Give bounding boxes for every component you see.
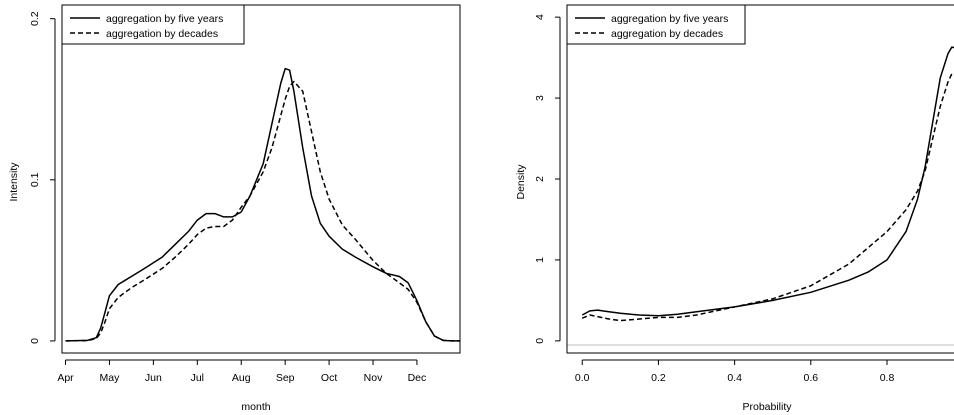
intensity-x-tick-label: Jun [145,372,162,384]
intensity-legend-label-decades: aggregation by decades [106,28,218,40]
density-y-axis: 0 1 2 3 4 [534,14,561,344]
density-y-tick-label: 4 [534,14,546,20]
intensity-legend-label-five-years: aggregation by five years [106,13,223,25]
density-x-tick-label: 0.6 [804,372,819,384]
density-legend-box [566,4,746,45]
intensity-plot-frame [61,4,461,354]
density-y-tick-label: 2 [534,176,546,182]
intensity-x-tick-label: Aug [232,372,251,384]
density-x-tick-label: 0.8 [880,372,895,384]
intensity-x-tick-label: Apr [57,372,74,384]
intensity-x-tick-label: Oct [321,372,337,384]
density-plot-frame [566,4,954,354]
intensity-x-axis-title: month [241,401,270,413]
intensity-y-tick-label: 0 [29,338,41,344]
intensity-x-tick-label: Nov [364,372,383,384]
intensity-chart: Apr May Jun Jul Aug Sep Oct Nov Dec 0 0.1 0.2 mont… [8,4,461,413]
intensity-legend: aggregation by five years aggregation by… [61,4,245,45]
density-y-tick-label: 0 [534,338,546,344]
intensity-series-decades-line [65,80,460,342]
density-legend-label-five-years: aggregation by five years [611,13,728,25]
density-y-tick-label: 1 [534,257,546,263]
density-y-tick-label: 3 [534,95,546,101]
intensity-y-axis: 0 0.1 0.2 [29,11,56,344]
density-series-five-years-line [581,46,954,317]
intensity-y-tick-label: 0.2 [29,11,41,26]
intensity-plot-lines [65,67,460,342]
intensity-y-axis-title: Intensity [8,162,20,202]
intensity-x-tick-label: May [100,372,121,384]
density-x-tick-label: 0.2 [651,372,666,384]
intensity-y-tick-label: 0.1 [29,172,41,187]
intensity-x-tick-label: Jul [191,372,204,384]
density-legend-label-decades: aggregation by decades [611,28,723,40]
intensity-x-tick-label: Sep [276,372,295,384]
intensity-x-axis: Apr May Jun Jul Aug Sep Oct Nov Dec [57,359,427,384]
density-x-tick-label: 0.4 [727,372,742,384]
intensity-legend-box [61,4,245,45]
density-x-tick-label: 0.0 [575,372,590,384]
density-plot-lines [581,46,954,322]
density-x-axis: 0.00.20.40.60.81.0 [575,359,954,384]
intensity-series-five-years-line [65,67,460,342]
intensity-x-tick-label: Dec [408,372,427,384]
density-legend: aggregation by five years aggregation by… [566,4,746,45]
density-x-axis-title: Probability [742,401,792,413]
density-y-axis-title: Density [515,164,527,200]
density-series-decades-line [581,72,954,322]
